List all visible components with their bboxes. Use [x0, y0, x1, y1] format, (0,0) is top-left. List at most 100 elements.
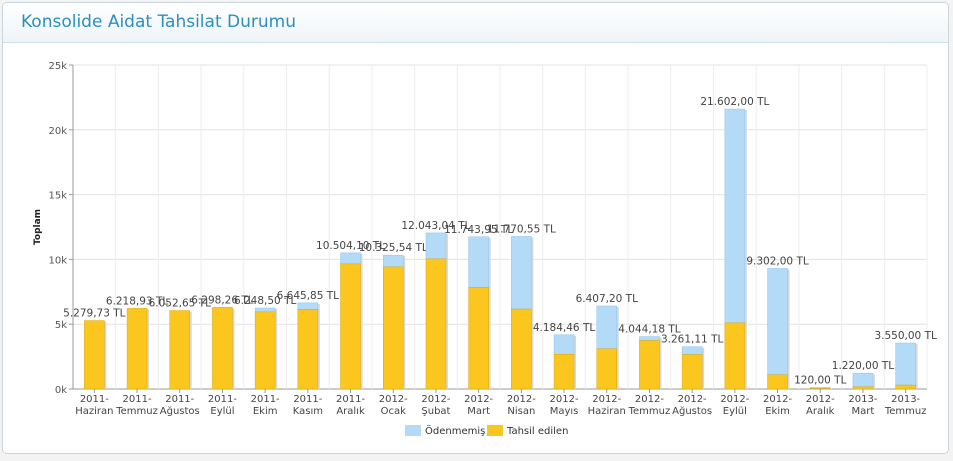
y-tick-label: 0k [55, 385, 67, 396]
x-tick-label: Nisan [507, 406, 535, 417]
legend-swatch-tahsil-edilen [487, 425, 503, 436]
bar-odenmemis [852, 372, 874, 388]
bar-tahsil-edilen [340, 263, 361, 390]
x-tick-label: 2012- [464, 394, 493, 405]
x-tick-label: Ağustos [672, 405, 712, 417]
bar-total-label: 3.261,11 TL [661, 334, 724, 346]
bar-odenmemis [468, 236, 489, 288]
bar-tahsil-edilen [639, 340, 660, 390]
x-tick-label: 2012- [678, 394, 707, 405]
bar-total-label: 120,00 TL [794, 374, 846, 386]
x-tick-label: Kasım [293, 406, 323, 417]
x-tick-label: 2013- [891, 394, 920, 405]
y-tick-label: 5k [55, 320, 67, 331]
x-tick-label: Temmuz [115, 406, 158, 417]
x-tick-label: Temmuz [884, 406, 927, 417]
x-tick-label: Haziran [588, 406, 626, 417]
bar-total-label: 21.602,00 TL [700, 96, 769, 108]
x-tick-label: Eylül [210, 406, 234, 417]
bar-tahsil-edilen [254, 311, 276, 390]
x-tick-label: 2012- [763, 394, 792, 405]
y-tick-label: 10k [48, 255, 67, 266]
x-tick-label: 2013- [848, 394, 877, 405]
panel-header: Konsolide Aidat Tahsilat Durumu [3, 3, 948, 43]
x-tick-label: Eylül [723, 406, 747, 417]
x-tick-label: 2011- [208, 394, 237, 405]
bar-odenmemis [681, 346, 703, 355]
bar-total-label: 6.407,20 TL [576, 293, 639, 305]
x-tick-label: Temmuz [628, 406, 671, 417]
bar-total-label: 3.550,00 TL [874, 330, 937, 342]
bar-tahsil-edilen [596, 348, 617, 390]
x-tick-label: 2011- [293, 394, 322, 405]
x-tick-label: 2012- [635, 394, 664, 405]
bar-odenmemis [767, 268, 788, 375]
x-tick-label: 2012- [806, 394, 835, 405]
legend-label-tahsil-edilen: Tahsil edilen [506, 426, 568, 437]
x-tick-label: Şubat [421, 406, 450, 417]
bar-total-label: 11.743,95 TL [444, 224, 513, 236]
bar-odenmemis [297, 302, 319, 310]
bar-tahsil-edilen [767, 374, 788, 390]
bar-tahsil-edilen [126, 308, 148, 390]
bar-odenmemis [383, 254, 404, 268]
bar-tahsil-edilen [425, 258, 447, 390]
bar-tahsil-edilen [297, 309, 319, 390]
bar-total-label: 6.218,93 TL [106, 295, 169, 307]
bar-total-label: 6.645,85 TL [277, 290, 340, 302]
x-tick-label: 2012- [379, 394, 408, 405]
y-axis-title: Toplam [33, 209, 43, 245]
bar-odenmemis [724, 108, 746, 324]
bar-tahsil-edilen [553, 353, 575, 390]
x-tick-label: Ocak [381, 406, 406, 417]
x-tick-label: 2011- [123, 394, 152, 405]
bar-total-label: 4.044,18 TL [618, 324, 681, 336]
panel-title: Konsolide Aidat Tahsilat Durumu [21, 12, 296, 32]
bar-total-label: 12.043,04 TL [401, 220, 470, 232]
y-tick-label: 20k [48, 126, 67, 137]
bar-total-label: 5.279,73 TL [63, 308, 126, 320]
legend-swatch-odenmemis [405, 425, 421, 436]
x-tick-label: Mart [467, 406, 490, 417]
bar-total-label: 6.298,26 TL [191, 294, 254, 306]
bar-tahsil-edilen [895, 384, 916, 390]
bar-tahsil-edilen [468, 287, 489, 390]
bar-odenmemis [596, 305, 617, 349]
x-tick-label: Mart [852, 406, 875, 417]
bar-tahsil-edilen [169, 310, 190, 390]
bar-tahsil-edilen [383, 266, 404, 390]
bar-total-label: 9.302,00 TL [746, 255, 809, 267]
legend-label-odenmemis: Ödenmemiş [425, 424, 485, 437]
bar-total-label: 6.248,50 TL [234, 295, 297, 307]
x-tick-label: 2011- [165, 394, 194, 405]
bar-odenmemis [425, 232, 447, 260]
x-tick-label: 2012- [421, 394, 450, 405]
bar-total-label: 1.220,00 TL [832, 360, 895, 372]
x-tick-label: 2011- [251, 394, 280, 405]
bar-tahsil-edilen [84, 320, 105, 390]
x-tick-label: Aralık [336, 406, 365, 417]
y-tick-label: 25k [48, 61, 67, 72]
bar-total-label: 10.325,54 TL [359, 242, 428, 254]
bar-total-label: 4.184,46 TL [533, 322, 596, 334]
x-tick-label: Ekim [253, 406, 278, 417]
chart-panel: Konsolide Aidat Tahsilat Durumu 0k 5k 10k 1… [2, 2, 949, 454]
x-tick-label: Aralık [806, 406, 835, 417]
bar-tahsil-edilen [724, 322, 746, 390]
bar-tahsil-edilen [681, 354, 703, 390]
bar-odenmemis [895, 342, 916, 386]
bar-total-label: 6.052,65 TL [149, 298, 212, 310]
bar-total-label: 10.504,10 TL [316, 240, 385, 252]
x-tick-label: Ağustos [160, 405, 200, 417]
bar-odenmemis [511, 236, 532, 310]
x-tick-label: 2011- [80, 394, 109, 405]
x-tick-label: Mayıs [550, 406, 579, 417]
x-tick-label: 2011- [336, 394, 365, 405]
x-tick-label: Haziran [75, 406, 113, 417]
x-tick-label: 2012- [720, 394, 749, 405]
bar-total-label: 11.770,55 TL [487, 223, 556, 235]
bar-tahsil-edilen [810, 388, 831, 390]
y-tick-label: 15k [48, 191, 67, 202]
bar-tahsil-edilen [852, 386, 874, 390]
